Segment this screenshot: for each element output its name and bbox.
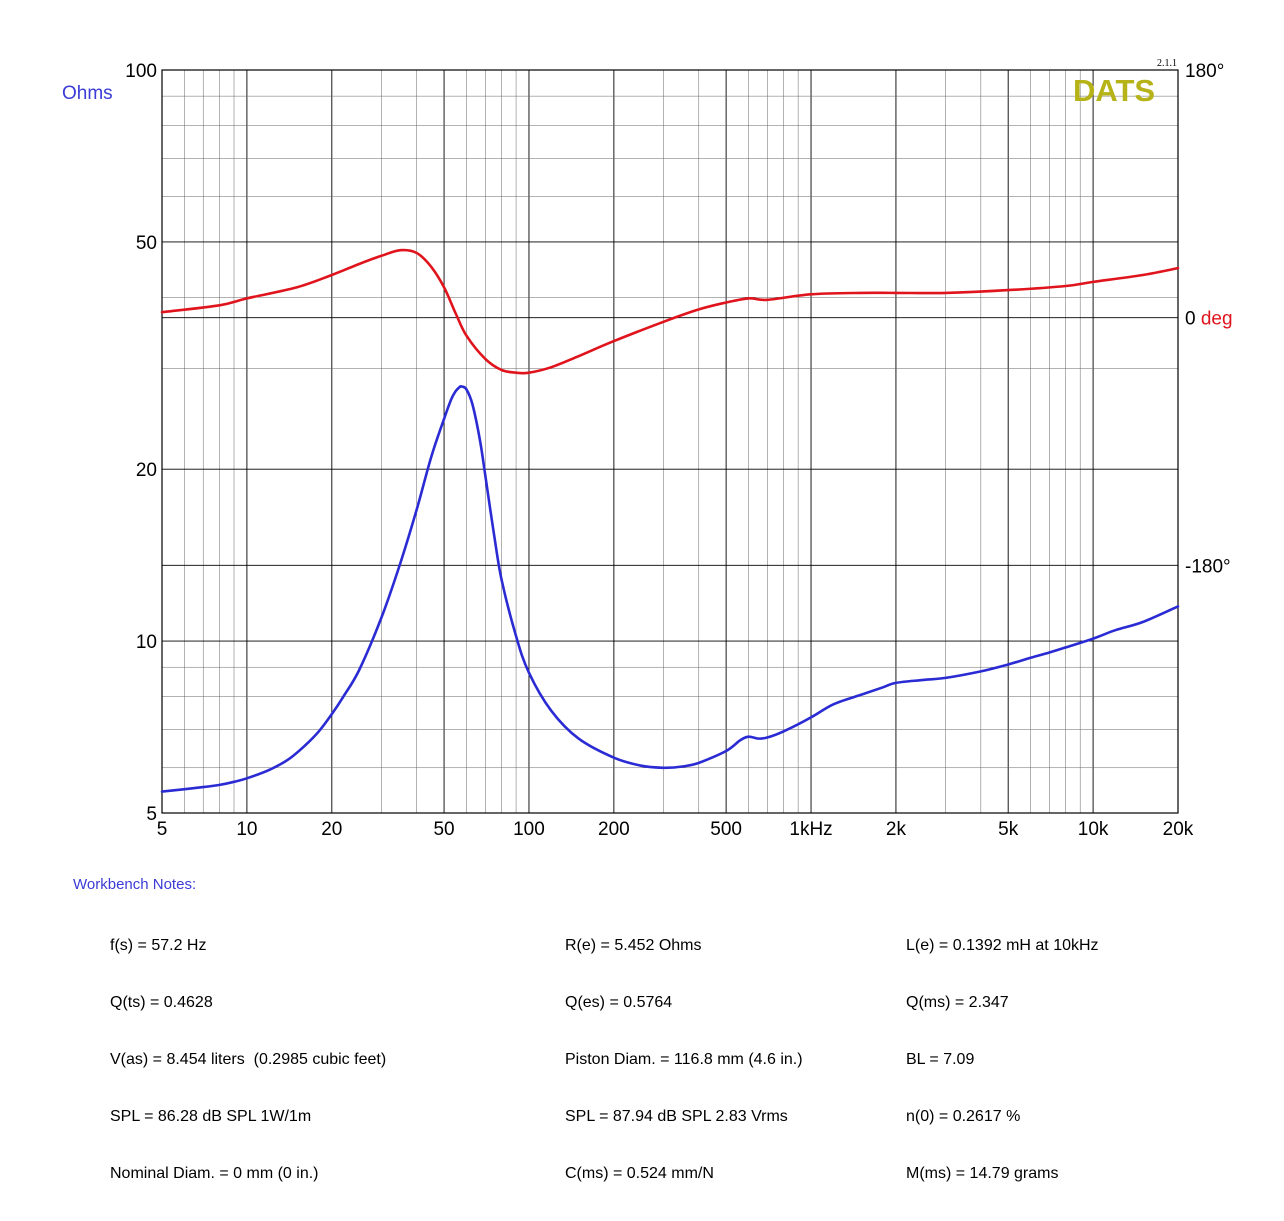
x-tick-label: 10 (236, 819, 257, 840)
notes-column-2: R(e) = 5.452 Ohms Q(es) = 0.5764 Piston … (565, 898, 803, 1221)
y-tick-label: 5 (146, 804, 157, 825)
note-mms: M(ms) = 14.79 grams (906, 1165, 1059, 1182)
x-tick-label: 5k (998, 819, 1019, 840)
note-re: R(e) = 5.452 Ohms (565, 937, 702, 954)
note-cms: C(ms) = 0.524 mm/N (565, 1165, 714, 1182)
note-vas: V(as) = 8.454 liters (0.2985 cubic feet) (110, 1051, 387, 1068)
x-tick-label: 50 (433, 819, 454, 840)
impedance-chart: 5 10 20 50 100 200 500 1kHz 2k 5k 10k 20k 5 10 20 50 10… (62, 58, 1233, 840)
y-tick-label: 50 (136, 233, 157, 254)
phase-curve (160, 248, 1180, 375)
note-qts: Q(ts) = 0.4628 (110, 994, 213, 1011)
x-tick-label: 500 (710, 819, 742, 840)
plot-frame (161, 69, 1179, 814)
x-tick-label: 1kHz (789, 819, 832, 840)
phase-tick-labels: 180° -180° 0 deg (1185, 61, 1233, 577)
x-tick-labels: 5 10 20 50 100 200 500 1kHz 2k 5k 10k 20k (157, 819, 1194, 840)
x-tick-label: 2k (886, 819, 907, 840)
x-tick-label: 100 (513, 819, 545, 840)
series (160, 248, 1180, 793)
x-tick-label: 200 (598, 819, 630, 840)
y-tick-label: 10 (136, 632, 157, 653)
x-tick-label: 20 (321, 819, 342, 840)
note-qms: Q(ms) = 2.347 (906, 994, 1009, 1011)
y-tick-labels: 5 10 20 50 100 (125, 61, 157, 825)
note-n0: n(0) = 0.2617 % (906, 1108, 1021, 1125)
workbench-notes: Workbench Notes: f(s) = 57.2 Hz Q(ts) = … (73, 876, 1099, 1182)
note-qes: Q(es) = 0.5764 (565, 994, 673, 1011)
note-fs: f(s) = 57.2 Hz (110, 937, 207, 954)
note-le: L(e) = 0.1392 mH at 10kHz (906, 937, 1099, 954)
note-spl-1w: SPL = 86.28 dB SPL 1W/1m (110, 1108, 312, 1125)
note-piston-diam: Piston Diam. = 116.8 mm (4.6 in.) (565, 1051, 803, 1068)
y-tick-label: 100 (125, 61, 157, 82)
notes-title: Workbench Notes: (73, 876, 197, 893)
phase-zero-number: 0 (1185, 309, 1201, 330)
logo-version: 2.1.1 (1157, 58, 1177, 69)
phase-zero-label: 0 deg (1185, 309, 1233, 330)
phase-unit: deg (1201, 309, 1233, 330)
impedance-curve (160, 384, 1180, 793)
phase-tick-label: -180° (1185, 556, 1231, 577)
y-tick-label: 20 (136, 460, 157, 481)
logo-text: DATS (1073, 73, 1155, 108)
note-bl: BL = 7.09 (906, 1051, 975, 1068)
note-spl-283: SPL = 87.94 dB SPL 2.83 Vrms (565, 1108, 788, 1125)
x-tick-label: 10k (1078, 819, 1109, 840)
y-axis-label: Ohms (62, 83, 113, 104)
x-tick-label: 5 (157, 819, 168, 840)
grid (162, 69, 1178, 813)
notes-column-3: L(e) = 0.1392 mH at 10kHz Q(ms) = 2.347 … (906, 898, 1099, 1221)
note-nominal-diam: Nominal Diam. = 0 mm (0 in.) (110, 1165, 319, 1182)
x-tick-label: 20k (1163, 819, 1194, 840)
notes-column-1: f(s) = 57.2 Hz Q(ts) = 0.4628 V(as) = 8.… (110, 898, 386, 1221)
phase-tick-label: 180° (1185, 61, 1224, 82)
dats-logo: 2.1.1 DATS (1073, 58, 1177, 108)
